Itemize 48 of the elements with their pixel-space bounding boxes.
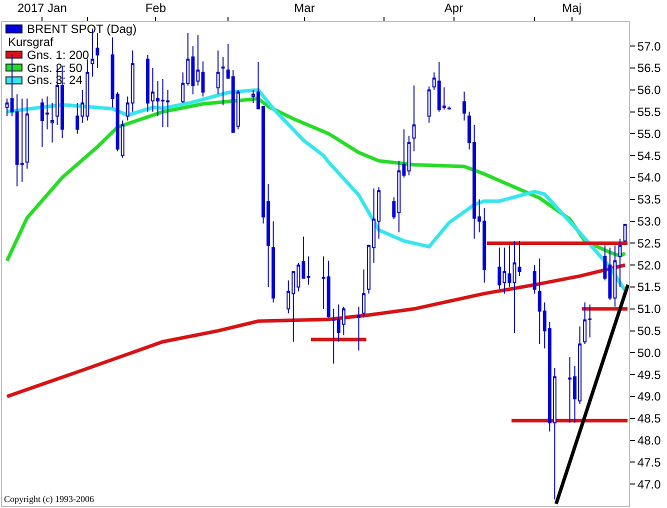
x-tick-label: Mar — [294, 1, 315, 16]
candlestick — [362, 268, 366, 318]
y-tick-label: 47.5 — [637, 455, 662, 470]
x-tick-label: 2017 Jan — [17, 1, 67, 16]
y-tick-label: 47.0 — [637, 477, 662, 492]
line-series — [5, 263, 627, 398]
candlestick — [221, 56, 225, 106]
y-tick-label: 56.0 — [637, 83, 662, 98]
legend-title: Kursgraf — [8, 35, 54, 49]
candlestick — [357, 306, 360, 352]
y-tick-label: 54.5 — [637, 148, 662, 163]
y-tick-label: 50.0 — [637, 346, 662, 360]
y-tick-label: 54.0 — [637, 170, 662, 185]
y-tick-label: 50.5 — [637, 324, 662, 338]
legend-label: BRENT SPOT (Dag) — [27, 22, 137, 36]
y-tick-label: 52.0 — [637, 258, 662, 272]
candlestick — [462, 91, 466, 122]
y-tick-label: 48.0 — [637, 434, 662, 448]
y-tick-label: 56.5 — [637, 61, 662, 76]
x-tick-label: Apr — [444, 1, 464, 16]
candlestick — [412, 85, 416, 152]
x-tick-label: Feb — [145, 1, 166, 16]
candlestick — [50, 102, 54, 143]
y-tick-label: 49.5 — [637, 368, 662, 382]
candlestick — [518, 240, 522, 277]
x-tick-label: Maj — [562, 1, 582, 16]
y-tick-label: 51.0 — [637, 302, 662, 316]
annotation: Copyright (c) 1993-2006 — [4, 494, 94, 504]
y-tick-label: 55.0 — [637, 126, 662, 141]
y-tick-label: 53.5 — [637, 192, 662, 207]
y-tick-label: 51.5 — [637, 280, 662, 294]
candlestick — [96, 32, 100, 68]
candlestick — [427, 86, 431, 124]
y-tick-label: 57.0 — [637, 39, 662, 54]
candlestick — [623, 224, 627, 242]
candlestick — [272, 220, 276, 303]
y-tick-label: 52.5 — [637, 236, 662, 250]
candlestick — [618, 238, 622, 288]
y-tick-label: 48.5 — [637, 412, 662, 426]
candlestick — [216, 50, 220, 95]
y-tick-label: 53.0 — [637, 214, 662, 228]
candlestick — [306, 256, 310, 286]
y-tick-label: 55.5 — [637, 104, 662, 119]
y-tick-label: 49.0 — [637, 390, 662, 404]
candlestick — [532, 264, 536, 294]
candlestick — [512, 240, 516, 334]
candlestick — [25, 98, 29, 170]
legend-label: Gns. 1: 200 — [27, 48, 90, 62]
